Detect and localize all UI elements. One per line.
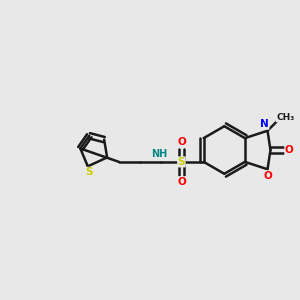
Text: S: S [178, 157, 185, 167]
Text: N: N [260, 119, 269, 129]
Text: S: S [85, 167, 93, 177]
Text: O: O [177, 177, 186, 187]
Text: O: O [285, 145, 294, 155]
Text: O: O [263, 171, 272, 181]
Text: CH₃: CH₃ [276, 113, 295, 122]
Text: O: O [177, 137, 186, 147]
Text: NH: NH [151, 149, 167, 160]
